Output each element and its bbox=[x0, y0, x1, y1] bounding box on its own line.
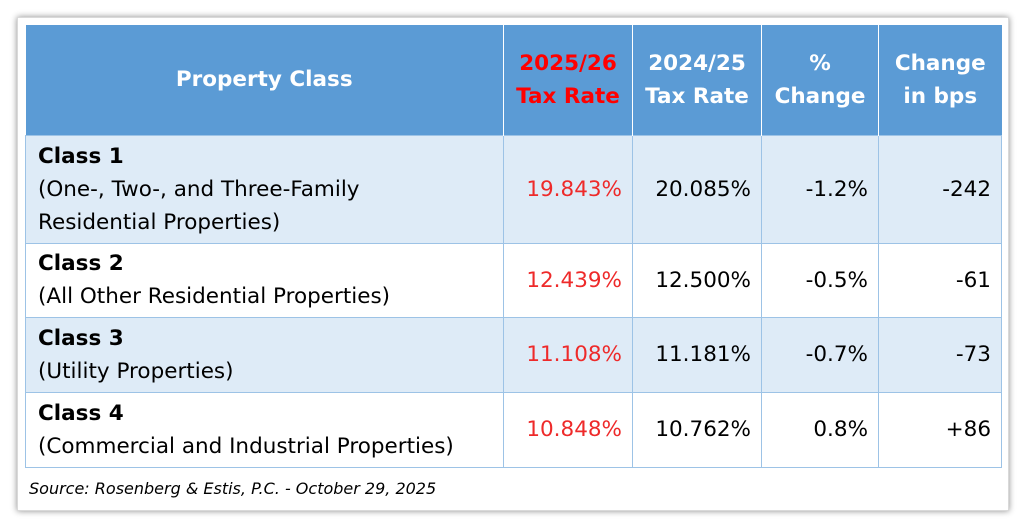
rate-2024-cell: 11.181% bbox=[632, 316, 762, 393]
header-rate-2025-year: 2025/26 bbox=[519, 50, 617, 76]
property-class-cell: Class 2 (All Other Residential Propertie… bbox=[25, 242, 504, 318]
header-bps-change: Change in bps bbox=[878, 25, 1002, 135]
table-body: Class 1 (One-, Two-, and Three-Family Re… bbox=[25, 134, 1002, 468]
header-rate-2025-label: Tax Rate bbox=[516, 83, 620, 109]
header-property-class-label: Property Class bbox=[175, 67, 353, 93]
class-description-line1: (All Other Residential Properties) bbox=[38, 284, 391, 309]
pct-change-cell: -0.5% bbox=[761, 242, 879, 318]
header-rate-2024-label: Tax Rate bbox=[645, 83, 749, 109]
header-bps-line2: in bps bbox=[903, 83, 978, 109]
property-class-cell: Class 4 (Commercial and Industrial Prope… bbox=[25, 391, 504, 468]
rate-2025-cell: 12.439% bbox=[503, 242, 633, 318]
class-description-line2: Residential Properties) bbox=[38, 209, 281, 235]
pct-change-cell: 0.8% bbox=[761, 391, 879, 468]
rate-2024-cell: 12.500% bbox=[632, 242, 762, 318]
bps-change-cell: -242 bbox=[878, 134, 1002, 244]
bps-change-cell: -61 bbox=[878, 242, 1002, 318]
table-row-class-3: Class 3 (Utility Properties) 11.108% 11.… bbox=[25, 316, 1002, 393]
header-row: Property Class 2025/26 Tax Rate 2024/25 … bbox=[25, 25, 1002, 135]
rate-2024-cell: 20.085% bbox=[632, 134, 762, 244]
header-rate-2025: 2025/26 Tax Rate bbox=[503, 25, 633, 135]
header-pct-change: % Change bbox=[761, 25, 879, 135]
tax-rate-card: Property Class 2025/26 Tax Rate 2024/25 … bbox=[17, 17, 1009, 511]
class-name: Class 1 bbox=[38, 143, 124, 169]
header-pct-symbol: % bbox=[809, 50, 831, 76]
header-rate-2024: 2024/25 Tax Rate bbox=[632, 25, 762, 135]
class-description-line1: (Utility Properties) bbox=[38, 358, 234, 384]
table-row-class-1: Class 1 (One-, Two-, and Three-Family Re… bbox=[25, 134, 1002, 244]
header-bps-line1: Change bbox=[894, 50, 986, 76]
rate-2025-cell: 19.843% bbox=[503, 134, 633, 244]
table-header: Property Class 2025/26 Tax Rate 2024/25 … bbox=[25, 25, 1002, 135]
class-description-line1: (One-, Two-, and Three-Family bbox=[38, 176, 360, 202]
class-description-line1: (Commercial and Industrial Properties) bbox=[38, 433, 454, 459]
rate-2025-cell: 10.848% bbox=[503, 391, 633, 468]
tax-rate-table: Property Class 2025/26 Tax Rate 2024/25 … bbox=[25, 25, 1002, 468]
class-name: Class 3 bbox=[38, 325, 124, 351]
bps-change-cell: +86 bbox=[878, 391, 1002, 468]
header-pct-label: Change bbox=[774, 83, 866, 109]
class-name: Class 2 bbox=[38, 251, 124, 276]
header-rate-2024-year: 2024/25 bbox=[648, 50, 746, 76]
source-caption: Source: Rosenberg & Estis, P.C. - Octobe… bbox=[29, 479, 437, 498]
table-row-class-2: Class 2 (All Other Residential Propertie… bbox=[25, 242, 1002, 318]
rate-2024-cell: 10.762% bbox=[632, 391, 762, 468]
property-class-cell: Class 1 (One-, Two-, and Three-Family Re… bbox=[25, 134, 504, 244]
pct-change-cell: -0.7% bbox=[761, 316, 879, 393]
property-class-cell: Class 3 (Utility Properties) bbox=[25, 316, 504, 393]
rate-2025-cell: 11.108% bbox=[503, 316, 633, 393]
class-name: Class 4 bbox=[38, 400, 124, 426]
bps-change-cell: -73 bbox=[878, 316, 1002, 393]
table-row-class-4: Class 4 (Commercial and Industrial Prope… bbox=[25, 391, 1002, 468]
pct-change-cell: -1.2% bbox=[761, 134, 879, 244]
header-property-class: Property Class bbox=[25, 25, 504, 135]
